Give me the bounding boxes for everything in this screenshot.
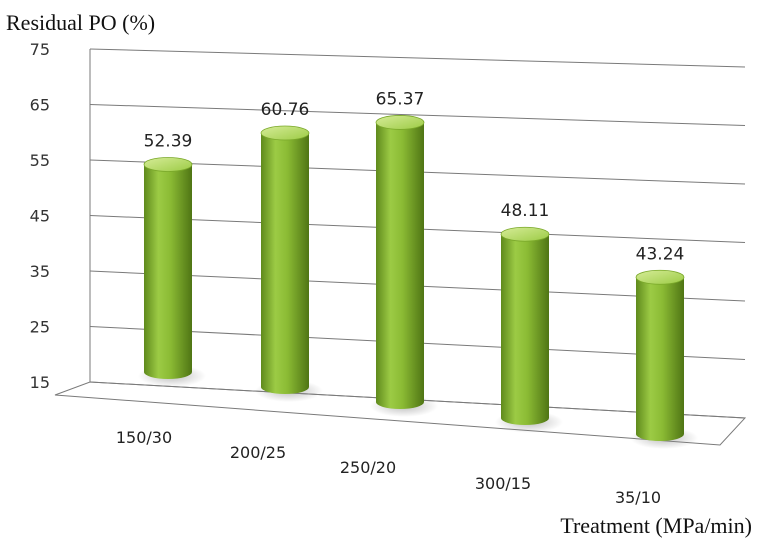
- y-axis-title: Residual PO (%): [6, 10, 155, 35]
- category-label-250/20: 250/20: [340, 458, 396, 477]
- bar-cap: [260, 125, 310, 141]
- bar-body: [501, 234, 549, 425]
- bars: [138, 115, 698, 449]
- gridline-75: [89, 48, 746, 68]
- x-axis-title: Treatment (MPa/min): [560, 513, 752, 538]
- y-tick-label-65: 65: [30, 96, 50, 115]
- bar-cap: [500, 226, 550, 242]
- value-label-35/10: 43.24: [636, 244, 685, 264]
- bar-body: [261, 133, 309, 395]
- bar-cap: [375, 115, 425, 130]
- x-axis-categories: 150/30 200/25 250/20 300/15 35/10: [116, 428, 661, 507]
- bar-cap: [635, 269, 685, 285]
- bar-cap: [143, 157, 193, 172]
- value-label-300/15: 48.11: [501, 201, 550, 221]
- value-label-200/25: 60.76: [261, 100, 310, 120]
- y-axis-ticks: 15 25 35 45 55 65 75: [30, 40, 50, 392]
- category-label-300/15: 300/15: [475, 474, 531, 493]
- value-label-150/30: 52.39: [144, 131, 193, 151]
- y-tick-label-55: 55: [30, 151, 50, 170]
- bar-35/10: [630, 269, 698, 449]
- y-tick-label-15: 15: [30, 373, 50, 392]
- category-label-35/10: 35/10: [615, 488, 661, 507]
- y-tick-label-45: 45: [30, 207, 50, 226]
- bar-body: [376, 122, 424, 409]
- value-labels: 52.39 60.76 65.37 48.11 43.24: [144, 89, 685, 264]
- bar-200/25: [255, 125, 323, 402]
- bar-body: [636, 277, 684, 441]
- y-tick-label-75: 75: [30, 40, 50, 59]
- bar-150/30: [138, 157, 206, 387]
- bar-300/15: [495, 226, 563, 433]
- y-tick-label-25: 25: [30, 318, 50, 337]
- y-tick-label-35: 35: [30, 262, 50, 281]
- bar-250/20: [370, 115, 438, 417]
- category-label-200/25: 200/25: [230, 443, 286, 462]
- gridline-65: [89, 104, 746, 126]
- value-label-250/20: 65.37: [376, 89, 425, 109]
- category-label-150/30: 150/30: [116, 428, 172, 447]
- bar-body: [144, 164, 192, 379]
